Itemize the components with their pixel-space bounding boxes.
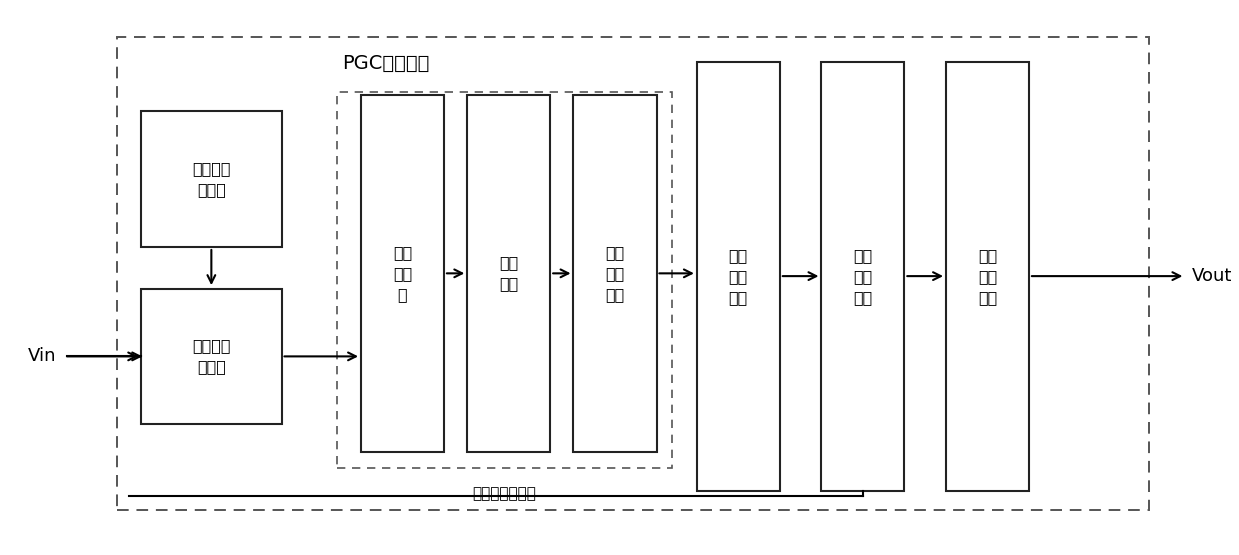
- Bar: [821, 62, 904, 491]
- Text: 符号
恢复
单元: 符号 恢复 单元: [606, 245, 624, 302]
- Text: Vin: Vin: [27, 347, 56, 365]
- Text: PGC解调模块: PGC解调模块: [342, 54, 429, 73]
- Text: 载波生成
子模块: 载波生成 子模块: [192, 162, 230, 197]
- Text: Vout: Vout: [1192, 267, 1232, 285]
- Bar: [141, 289, 281, 424]
- Text: 正切解算子模块: 正切解算子模块: [472, 486, 536, 501]
- Text: 数据
缓存
模块: 数据 缓存 模块: [854, 248, 872, 305]
- Text: 异步
通信
模块: 异步 通信 模块: [978, 248, 997, 305]
- Bar: [337, 92, 673, 468]
- Text: 去扰
动单
元: 去扰 动单 元: [393, 245, 413, 302]
- Bar: [141, 112, 281, 247]
- Bar: [361, 95, 444, 452]
- Text: 降幂
单元: 降幂 单元: [499, 255, 518, 291]
- Bar: [945, 62, 1028, 491]
- Text: 混频滤波
子模块: 混频滤波 子模块: [192, 339, 230, 375]
- Bar: [467, 95, 550, 452]
- Bar: [696, 62, 779, 491]
- Text: 反正
切子
模块: 反正 切子 模块: [729, 248, 748, 305]
- Bar: [116, 37, 1149, 510]
- Bar: [574, 95, 657, 452]
